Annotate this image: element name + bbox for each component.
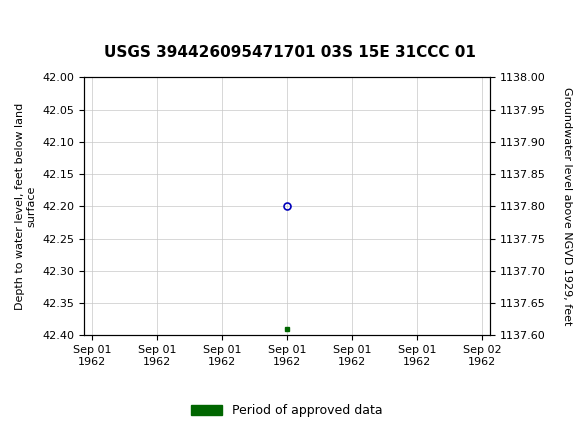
Y-axis label: Depth to water level, feet below land
surface: Depth to water level, feet below land su… — [15, 103, 37, 310]
Legend: Period of approved data: Period of approved data — [186, 399, 388, 422]
Text: USGS 394426095471701 03S 15E 31CCC 01: USGS 394426095471701 03S 15E 31CCC 01 — [104, 45, 476, 60]
Y-axis label: Groundwater level above NGVD 1929, feet: Groundwater level above NGVD 1929, feet — [563, 87, 572, 326]
Text: USGS: USGS — [38, 12, 93, 31]
